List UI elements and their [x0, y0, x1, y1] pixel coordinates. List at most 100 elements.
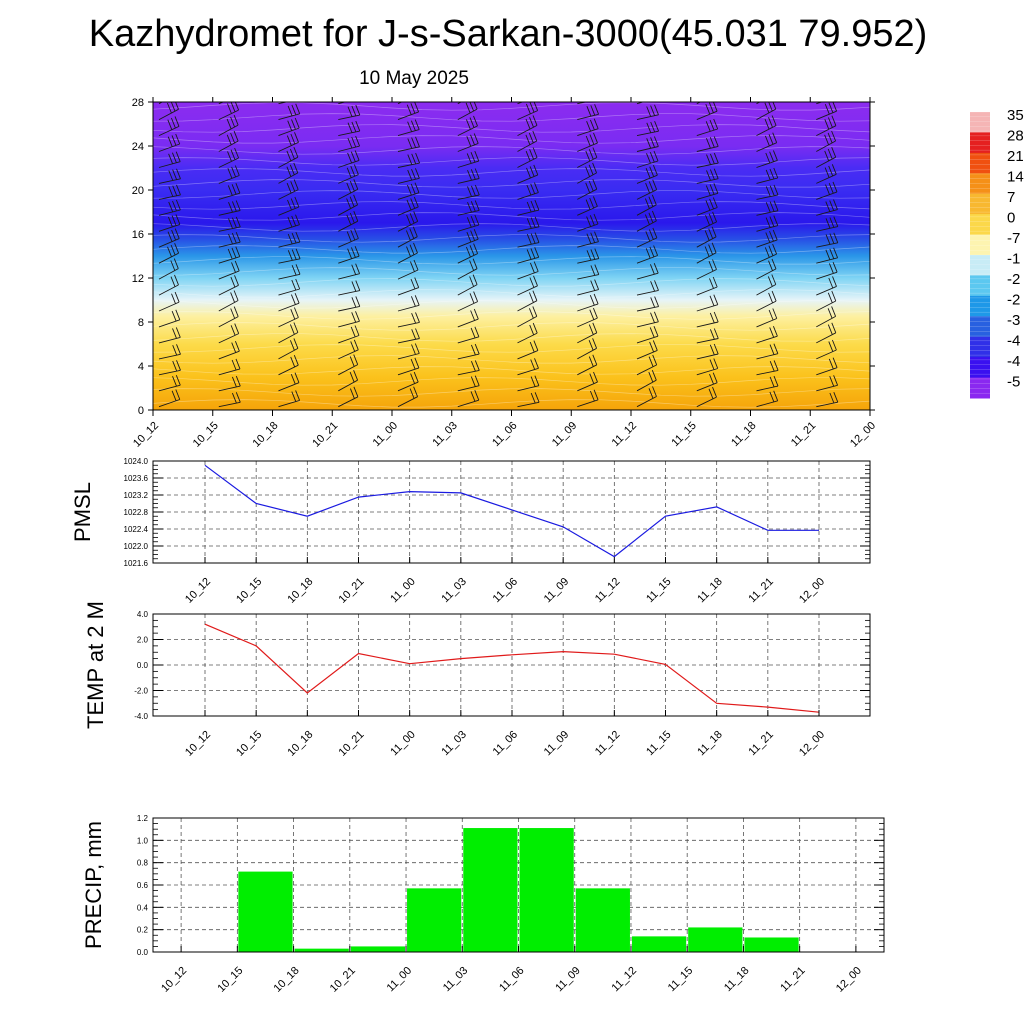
wind-barb — [397, 328, 420, 344]
temp-panel: -4.0 -2.0 0.0 2.0 4.0 10_12 10_15 10_18 10_21 11_… — [83, 601, 871, 759]
colorbar-swatch — [970, 336, 990, 358]
precip-x-tick-label: 11_03 — [441, 965, 471, 995]
wind-barb — [158, 133, 181, 152]
wind-barb — [457, 274, 478, 296]
wind-barb — [636, 227, 658, 248]
chart-title: Kazhydromet for J-s-Sarkan-3000(45.031 7… — [89, 13, 928, 55]
wind-barb — [696, 343, 719, 360]
wind-barb — [816, 147, 837, 168]
profile-x-tick-label: 10_21 — [310, 420, 340, 450]
grid-lines — [153, 613, 870, 717]
wind-barb — [517, 340, 539, 360]
wind-barb — [756, 150, 778, 168]
wind-barb — [636, 179, 658, 200]
wind-barb — [577, 196, 598, 216]
pmsl-x-tick-label: 11_09 — [542, 576, 572, 606]
precip-panel: 0.0 0.2 0.4 0.6 0.8 1.0 1.2 10_12 10_15 10_18 10_2… — [81, 814, 885, 995]
pmsl-y-axis-label: PMSL — [70, 482, 95, 542]
wind-barb — [636, 386, 657, 408]
wind-barb — [696, 136, 719, 152]
wind-barb — [457, 360, 480, 376]
wind-barb — [517, 182, 539, 200]
precip-bar — [294, 948, 349, 952]
wind-barb — [876, 179, 895, 200]
wind-barb — [218, 232, 241, 248]
profile-contour-line — [153, 344, 870, 353]
wind-barb — [397, 102, 420, 121]
colorbar-swatch — [970, 357, 990, 379]
wind-barb — [577, 118, 599, 137]
temp-x-tick-label: 11_21 — [746, 729, 776, 759]
pmsl-x-tick-label: 10_15 — [234, 576, 264, 606]
colorbar-swatch — [970, 377, 990, 399]
profile-contour-line — [153, 366, 870, 375]
precip-bar — [238, 871, 293, 952]
profile-contour-line — [153, 300, 870, 309]
temp-x-tick-label: 10_18 — [285, 729, 315, 759]
wind-barb — [756, 102, 777, 120]
precip-bar — [350, 946, 406, 952]
pmsl-y-tick-label: 1023.6 — [124, 474, 149, 483]
wind-barb — [816, 290, 837, 312]
wind-barb — [876, 309, 896, 327]
colorbar-swatch — [970, 132, 990, 154]
wind-barb — [158, 291, 180, 312]
profile-x-tick-label: 12_00 — [848, 420, 878, 450]
colorbar-label: -4 — [1007, 353, 1020, 370]
profile-contour-line — [153, 223, 870, 232]
precip-x-tick-label: 10_12 — [159, 965, 189, 995]
wind-barb — [696, 276, 718, 296]
wind-barb — [577, 322, 598, 344]
profile-x-tick-label: 10_12 — [131, 420, 161, 450]
wind-barb — [158, 258, 179, 280]
profile-contour-line — [153, 333, 870, 342]
wind-barb — [338, 179, 359, 200]
wind-barb — [397, 295, 420, 312]
wind-barb — [158, 327, 181, 344]
profile-contour-line — [153, 289, 870, 298]
wind-barb — [278, 214, 300, 232]
profile-contour-line — [153, 355, 870, 364]
wind-barb — [457, 291, 479, 312]
wind-barb — [397, 357, 420, 376]
wind-barb — [397, 136, 420, 152]
wind-barb — [696, 259, 717, 280]
wind-barb — [338, 104, 361, 121]
wind-barb — [756, 229, 778, 248]
pmsl-y-tick-label: 1021.6 — [124, 559, 149, 568]
pmsl-y-tick-label: 1022.8 — [124, 508, 149, 517]
wind-barb — [338, 150, 360, 168]
wind-barb — [636, 263, 659, 280]
wind-barb — [696, 372, 718, 392]
wind-barb — [756, 184, 779, 200]
profile-contour-line — [153, 113, 870, 122]
wind-barb — [278, 147, 299, 168]
wind-barb — [397, 119, 420, 137]
wind-barb — [457, 168, 480, 184]
pmsl-x-tick-label: 11_21 — [746, 576, 776, 606]
precip-x-tick-label: 11_15 — [666, 965, 696, 995]
wind-barb — [577, 338, 598, 360]
precip-x-tick-label: 10_21 — [328, 965, 358, 995]
colorbar-swatch — [970, 173, 990, 195]
wind-barb — [517, 275, 538, 296]
wind-barb — [218, 275, 239, 296]
wind-barb — [278, 338, 299, 360]
wind-barb — [218, 200, 241, 216]
temp-y-tick-label: -2.0 — [134, 687, 148, 696]
profile-x-tick-label: 11_12 — [610, 420, 640, 450]
wind-barb — [338, 228, 359, 248]
wind-barb — [517, 147, 538, 168]
wind-barb — [577, 354, 598, 376]
colorbar-label: -7 — [1007, 230, 1020, 247]
wind-barb — [517, 232, 540, 248]
profile-contour-line — [153, 124, 870, 133]
profile-y-tick-label: 28 — [132, 97, 144, 109]
profile-y-tick-label: 16 — [132, 229, 144, 241]
wind-barb — [756, 308, 778, 328]
profile-contour-line — [153, 146, 870, 155]
wind-barb — [338, 102, 347, 105]
wind-barb — [816, 164, 837, 184]
profile-contour-line — [153, 234, 870, 243]
wind-barb — [218, 102, 240, 121]
